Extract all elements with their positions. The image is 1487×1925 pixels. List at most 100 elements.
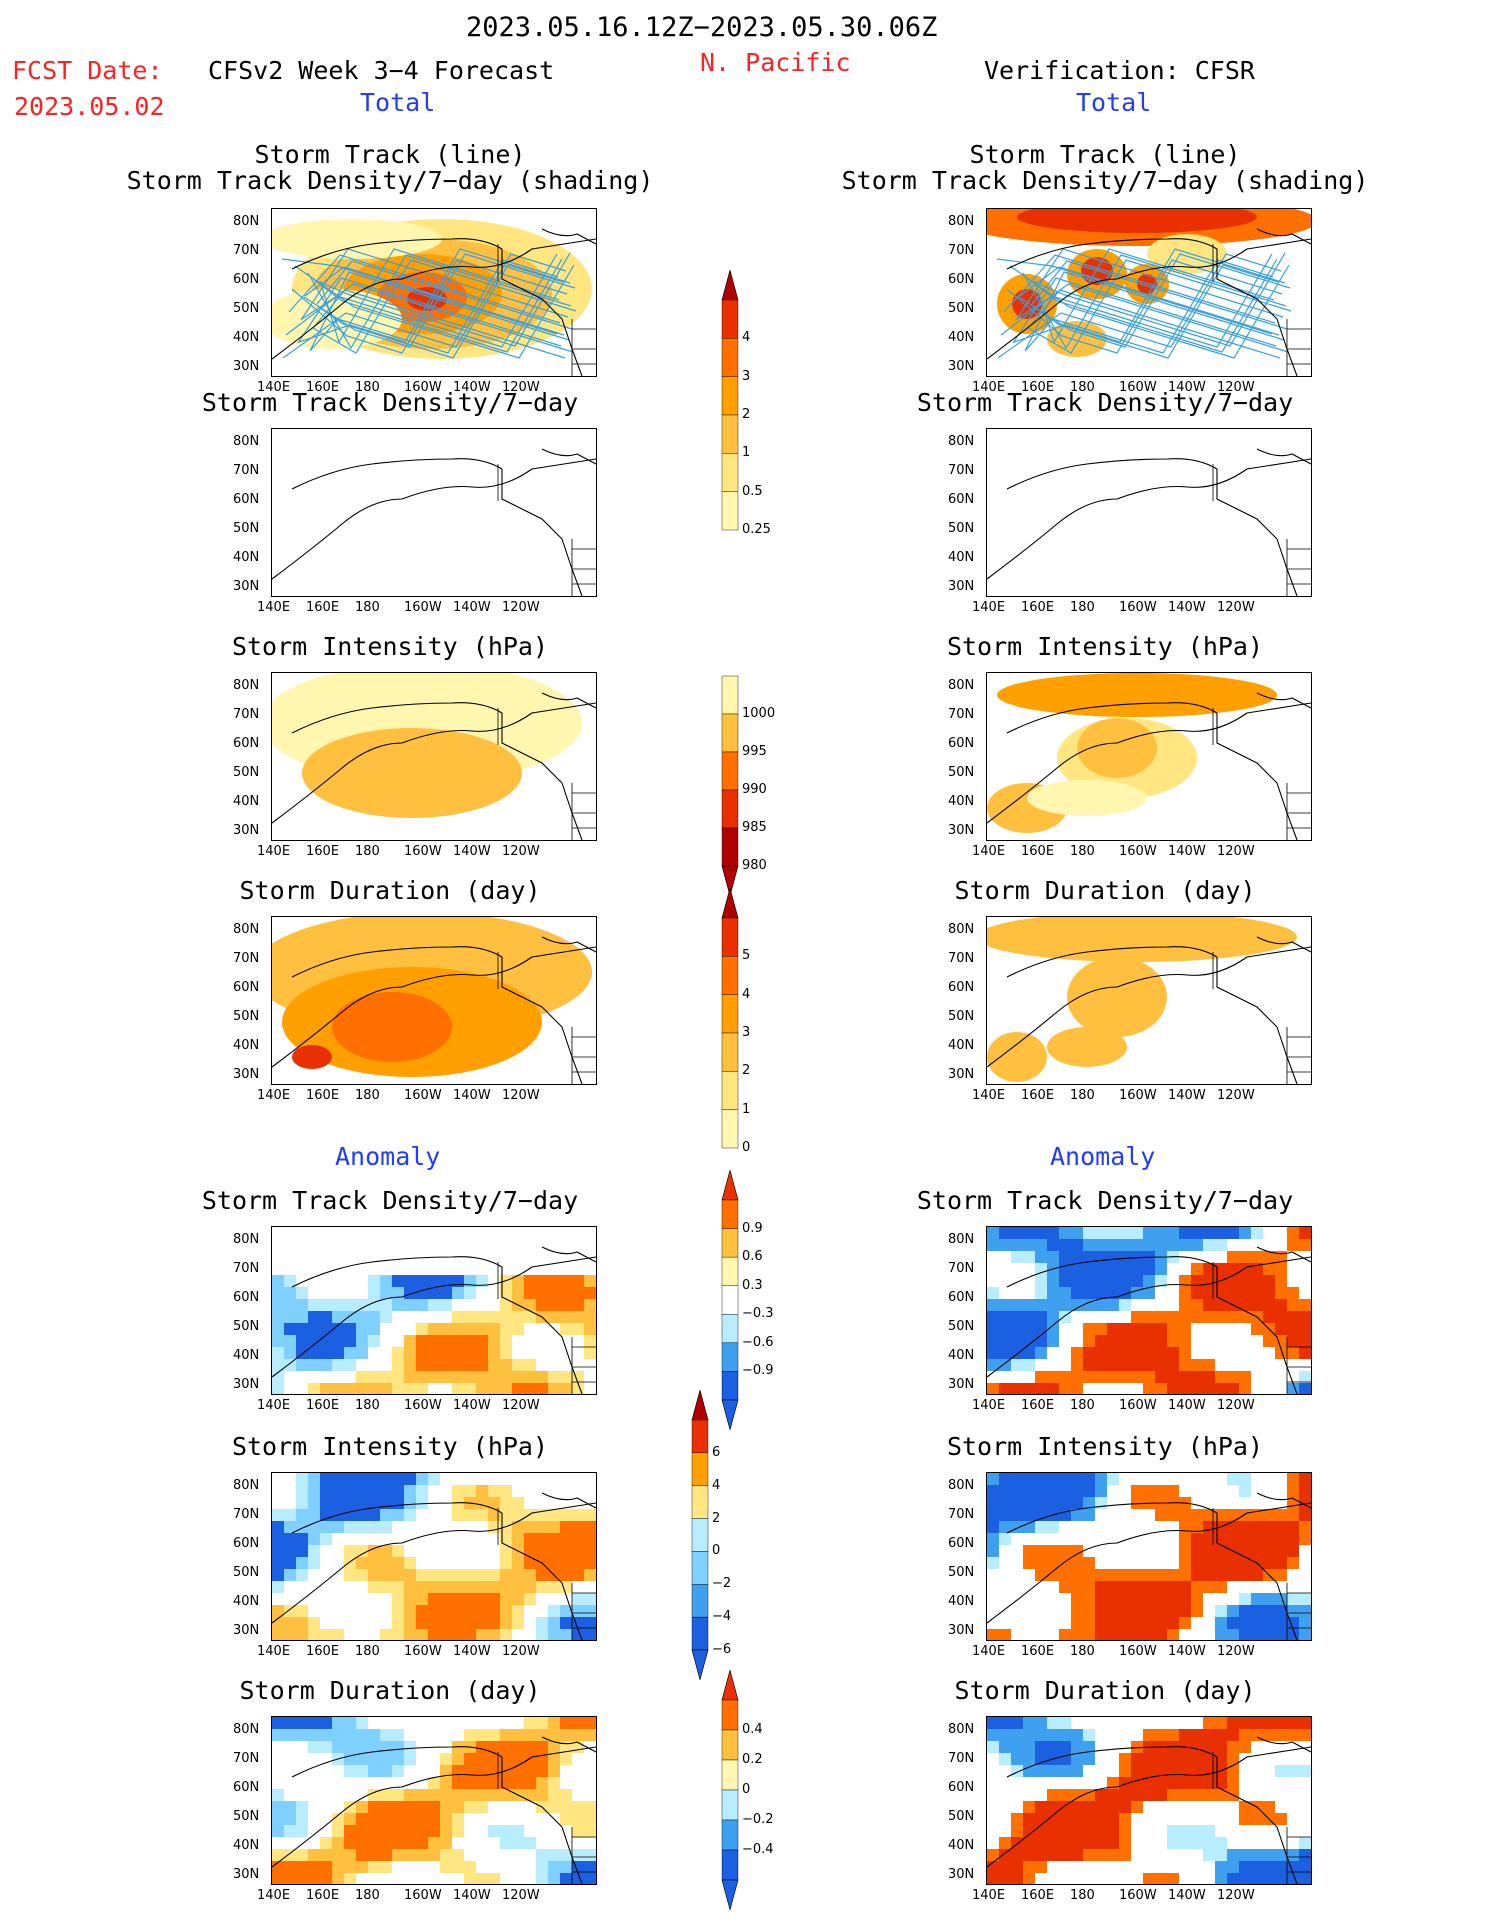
lat-tick-label: 60N bbox=[233, 1780, 260, 1795]
map-int-forecast bbox=[271, 1472, 597, 1641]
lat-tick-label: 70N bbox=[948, 1507, 975, 1522]
lon-tick-label: 120W bbox=[1217, 1398, 1255, 1413]
lon-tick-label: 180 bbox=[355, 1644, 380, 1659]
lon-tick-label: 120W bbox=[502, 1088, 540, 1103]
lat-tick-label: 60N bbox=[948, 1536, 975, 1551]
panel-title-intensity: Storm Intensity (hPa) bbox=[231, 632, 549, 661]
lat-tick-label: 40N bbox=[948, 1038, 975, 1053]
lat-tick-label: 50N bbox=[233, 1565, 260, 1580]
lat-tick-label: 40N bbox=[233, 1348, 260, 1363]
right-column-title: Verification: CFSR bbox=[984, 56, 1255, 85]
colorbar-label: −6 bbox=[712, 1642, 732, 1657]
lat-tick-label: 60N bbox=[233, 492, 260, 507]
lon-tick-label: 140E bbox=[972, 1398, 1006, 1413]
colorbar-label: 0.4 bbox=[742, 1722, 763, 1737]
panel-title-intensity: Storm Intensity (hPa) bbox=[946, 632, 1264, 661]
lon-tick-label: 140E bbox=[972, 1888, 1006, 1903]
lon-tick-label: 160E bbox=[306, 1088, 340, 1103]
lon-tick-label: 120W bbox=[1217, 1644, 1255, 1659]
lon-tick-label: 120W bbox=[502, 844, 540, 859]
lon-tick-label: 180 bbox=[1070, 1088, 1095, 1103]
lat-tick-label: 60N bbox=[948, 492, 975, 507]
lat-tick-label: 40N bbox=[233, 1838, 260, 1853]
map-dur-forecast bbox=[271, 1716, 597, 1885]
lat-tick-label: 40N bbox=[233, 794, 260, 809]
lat-tick-label: 70N bbox=[948, 463, 975, 478]
lon-tick-label: 140W bbox=[1168, 1644, 1206, 1659]
lat-tick-label: 30N bbox=[233, 359, 260, 374]
lat-tick-label: 70N bbox=[948, 1261, 975, 1276]
lat-tick-label: 80N bbox=[233, 214, 260, 229]
lat-tick-label: 30N bbox=[948, 1377, 975, 1392]
panel-title-duration: Storm Duration (day) bbox=[954, 876, 1256, 905]
lat-tick-label: 50N bbox=[233, 301, 260, 316]
lon-tick-label: 120W bbox=[502, 600, 540, 615]
lat-tick-label: 50N bbox=[233, 1319, 260, 1334]
colorbar-label: −0.4 bbox=[742, 1842, 774, 1857]
colorbar-label: 3 bbox=[742, 1025, 751, 1040]
lon-tick-label: 140W bbox=[1168, 1398, 1206, 1413]
lon-tick-label: 120W bbox=[502, 1398, 540, 1413]
region-label: N. Pacific bbox=[700, 48, 851, 77]
lon-tick-label: 140E bbox=[257, 380, 291, 395]
lon-tick-label: 140E bbox=[257, 1644, 291, 1659]
colorbar-label: 2 bbox=[712, 1510, 721, 1526]
colorbar-density-total bbox=[721, 270, 739, 531]
colorbar-label: 0.3 bbox=[742, 1277, 763, 1293]
lon-tick-label: 140E bbox=[972, 844, 1006, 859]
panel-title-duration: Storm Duration (day) bbox=[239, 876, 541, 905]
lon-tick-label: 140W bbox=[453, 844, 491, 859]
lat-tick-label: 60N bbox=[233, 1290, 260, 1305]
lat-tick-label: 60N bbox=[948, 272, 975, 287]
fcst-date-value: 2023.05.02 bbox=[14, 92, 165, 121]
lat-tick-label: 40N bbox=[233, 330, 260, 345]
lon-tick-label: 140W bbox=[1168, 600, 1206, 615]
lon-tick-label: 120W bbox=[1217, 600, 1255, 615]
lon-tick-label: 160W bbox=[404, 844, 442, 859]
lat-tick-label: 80N bbox=[948, 1232, 975, 1247]
lat-tick-label: 30N bbox=[948, 1867, 975, 1882]
lon-tick-label: 180 bbox=[355, 380, 380, 395]
lat-tick-label: 50N bbox=[948, 1319, 975, 1334]
lon-tick-label: 160E bbox=[1021, 1088, 1055, 1103]
lon-tick-label: 160W bbox=[1119, 1888, 1157, 1903]
lat-tick-label: 30N bbox=[948, 359, 975, 374]
map-density-forecast bbox=[271, 428, 597, 597]
lat-tick-label: 70N bbox=[948, 1751, 975, 1766]
panel-title-duration: Storm Duration (day) bbox=[954, 1676, 1256, 1705]
colorbar-intensity-total bbox=[721, 675, 739, 896]
lat-tick-label: 70N bbox=[233, 1507, 260, 1522]
lat-tick-label: 60N bbox=[233, 272, 260, 287]
lon-tick-label: 180 bbox=[1070, 1644, 1095, 1659]
panel-title-density: Storm Track Density/7−day bbox=[916, 1186, 1294, 1215]
lon-tick-label: 160W bbox=[1119, 1398, 1157, 1413]
lat-tick-label: 70N bbox=[948, 707, 975, 722]
lon-tick-label: 140E bbox=[257, 1088, 291, 1103]
map-int-verification bbox=[986, 1472, 1312, 1641]
panel-title-density: Storm Track Density/7−day bbox=[201, 1186, 579, 1215]
colorbar-duration-total bbox=[721, 888, 739, 1149]
lat-tick-label: 60N bbox=[948, 1290, 975, 1305]
lon-tick-label: 160W bbox=[1119, 1088, 1157, 1103]
lon-tick-label: 160W bbox=[404, 1398, 442, 1413]
lon-tick-label: 160W bbox=[404, 1888, 442, 1903]
left-anomaly-label: Anomaly bbox=[335, 1142, 441, 1171]
colorbar-label: −4 bbox=[712, 1609, 732, 1625]
lon-tick-label: 160E bbox=[1021, 1398, 1055, 1413]
lon-tick-label: 140W bbox=[453, 600, 491, 615]
map-dur-verification bbox=[986, 1716, 1312, 1885]
panel-title-track-line: Storm Track (line) bbox=[254, 140, 526, 169]
lon-tick-label: 140E bbox=[972, 1088, 1006, 1103]
lon-tick-label: 180 bbox=[355, 1088, 380, 1103]
lat-tick-label: 60N bbox=[233, 736, 260, 751]
colorbar-label: 0 bbox=[712, 1543, 721, 1559]
map-density-verification bbox=[986, 428, 1312, 597]
lon-tick-label: 180 bbox=[1070, 600, 1095, 615]
lat-tick-label: 30N bbox=[233, 1067, 260, 1082]
panel-title-density: Storm Track Density/7−day bbox=[916, 388, 1294, 417]
lon-tick-label: 140W bbox=[1168, 1888, 1206, 1903]
lat-tick-label: 40N bbox=[233, 1038, 260, 1053]
lat-tick-label: 80N bbox=[233, 922, 260, 937]
panel-title-track-line: Storm Track (line) bbox=[969, 140, 1241, 169]
lon-tick-label: 120W bbox=[1217, 1888, 1255, 1903]
